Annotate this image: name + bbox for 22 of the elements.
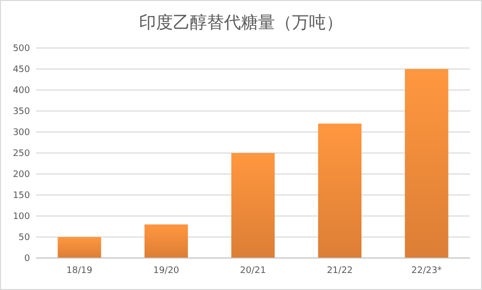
y-tick-label: 150 — [12, 191, 30, 202]
bar — [58, 237, 102, 258]
y-tick-label: 400 — [12, 86, 30, 96]
chart-title: 印度乙醇替代糖量（万吨） — [139, 13, 343, 33]
y-tick-label: 200 — [12, 170, 30, 180]
y-tick-label: 350 — [12, 107, 30, 118]
y-tick-label: 100 — [12, 212, 30, 222]
x-tick-label: 19/20 — [153, 266, 180, 276]
bar — [318, 124, 362, 258]
x-tick-label: 20/21 — [240, 266, 266, 276]
bar — [144, 224, 188, 258]
x-tick-label: 21/22 — [326, 266, 353, 276]
y-tick-label: 250 — [12, 149, 30, 160]
y-tick-label: 50 — [18, 233, 30, 244]
x-tick-label: 22/23* — [411, 266, 442, 276]
bar — [404, 69, 448, 258]
y-tick-label: 0 — [24, 254, 30, 264]
bar — [231, 153, 275, 258]
y-tick-label: 300 — [12, 128, 30, 138]
y-tick-label: 450 — [12, 65, 30, 76]
x-tick-label: 18/19 — [66, 266, 93, 276]
y-tick-label: 500 — [12, 44, 30, 54]
